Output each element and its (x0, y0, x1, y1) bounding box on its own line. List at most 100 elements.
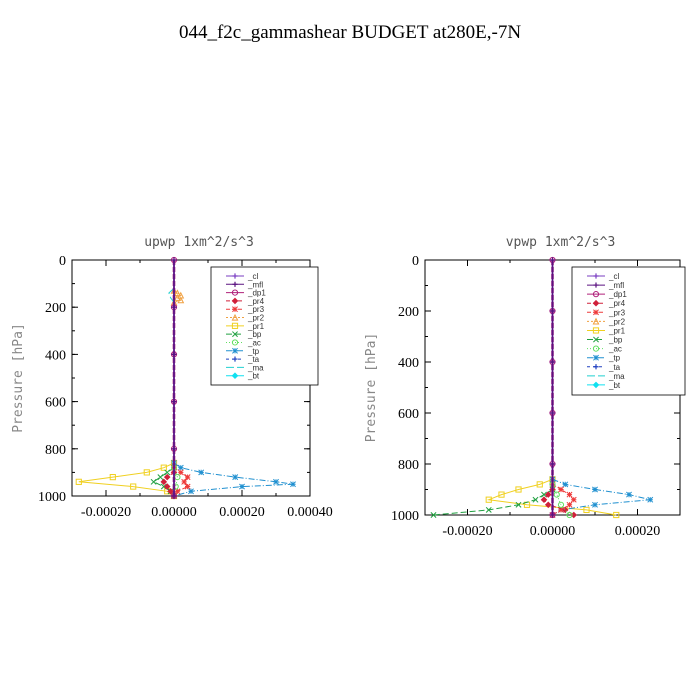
x-tick-label: -0.00020 (442, 524, 492, 539)
legend-marker (592, 317, 600, 325)
legend-marker (232, 306, 238, 313)
series-point-pr3 (174, 488, 181, 495)
series-line-bp (433, 489, 553, 516)
y-tick-label: 0 (412, 254, 419, 269)
legend-marker (593, 309, 599, 316)
legend-entry: _pr2 (608, 317, 626, 326)
series-point-mfl (549, 512, 556, 518)
series-point-pr1 (498, 491, 505, 498)
series-point-tp (198, 469, 205, 476)
series-point-pr2 (177, 296, 185, 304)
y-tick-label: 200 (398, 305, 419, 320)
legend-marker (592, 345, 600, 352)
series-point-mfl (549, 410, 556, 416)
legend-entry: _ma (608, 372, 625, 381)
legend-marker (231, 313, 239, 321)
series-point-bp (157, 474, 164, 481)
series-line-ma (168, 287, 175, 303)
series-point-pr3 (570, 496, 577, 503)
legend-entry: _ma (247, 363, 264, 372)
y-tick-label: 400 (398, 356, 419, 371)
legend-entry: _dp1 (247, 289, 266, 298)
series-point-bp (164, 469, 171, 476)
x-tick-label: 0.00040 (287, 505, 333, 520)
legend-marker (232, 331, 238, 338)
series-point-pr1 (583, 506, 590, 513)
series-point-bp (532, 496, 539, 503)
legend-marker (231, 297, 239, 305)
series-point-tp (232, 474, 239, 481)
series-point-ac (174, 474, 181, 481)
series-point-pr1 (130, 483, 137, 490)
series-point-pr4 (163, 483, 171, 490)
legend-marker (592, 299, 600, 307)
legend-entry: _pr4 (608, 299, 626, 308)
y-axis-label-1: Pressure [hPa] (11, 323, 26, 433)
series-point-ac (566, 511, 573, 519)
legend-entry: _bp (247, 330, 262, 339)
series-point-pr3 (184, 474, 191, 481)
y-tick-label: 0 (59, 254, 66, 269)
legend-marker (593, 364, 599, 370)
legend-entry: _ta (247, 355, 260, 364)
series-point-pr3 (558, 486, 564, 493)
series-point-pr4 (544, 501, 552, 509)
legend-marker (592, 291, 600, 298)
series-point-mfl (171, 446, 177, 452)
legend-entry: _ac (247, 338, 261, 347)
legend-marker (592, 327, 600, 334)
y-tick-label: 800 (45, 443, 66, 458)
series-point-pr4 (544, 491, 552, 498)
y-tick-label: 200 (45, 301, 66, 316)
legend-entry: _pr3 (608, 308, 626, 317)
series-point-mfl (549, 461, 556, 467)
series-point-pr1 (143, 469, 150, 476)
series-point-pr3 (184, 483, 191, 490)
series-point-pr1 (613, 511, 620, 519)
series-point-pr3 (181, 478, 188, 485)
legend-entry: _pr4 (247, 297, 265, 306)
legend-marker (592, 381, 600, 389)
y-tick-label: 1000 (38, 490, 66, 505)
plot-title-1: upwp 1xm^2/s^3 (144, 235, 254, 250)
y-tick-label: 600 (45, 396, 66, 411)
series-point-pr4 (561, 506, 569, 514)
series-point-bp (430, 512, 437, 518)
series-point-mfl (171, 304, 177, 310)
series-point-pr1 (109, 474, 116, 481)
series-point-tp (273, 478, 279, 485)
x-tick-label: 0.00020 (219, 505, 265, 520)
legend-marker (231, 339, 239, 346)
series-point-pr3 (558, 506, 564, 513)
x-tick-label: -0.00020 (81, 505, 131, 520)
legend-entry: _ac (608, 345, 622, 354)
legend-marker (232, 281, 238, 287)
legend-entry: _pr1 (247, 322, 265, 331)
series-point-pr3 (177, 469, 184, 476)
series-point-mfl (171, 351, 177, 357)
series-point-tp (562, 481, 569, 488)
legend-entry: _bp (608, 336, 623, 345)
page-title: 044_f2c_gammashear BUDGET at280E,-7N (178, 22, 522, 43)
y-tick-label: 1000 (391, 509, 419, 524)
series-point-pr1 (515, 486, 522, 493)
legend-entry: _pr1 (608, 326, 626, 335)
series-point-mfl (171, 493, 177, 499)
series-point-tp (290, 481, 296, 488)
series-point-bp (150, 478, 157, 485)
series-point-pr4 (163, 473, 171, 481)
legend-marker (593, 354, 599, 361)
y-axis-label-2: Pressure [hPa] (364, 333, 379, 443)
series-point-bp (160, 483, 167, 490)
legend-entry: _pr2 (247, 314, 265, 323)
legend-marker (232, 273, 238, 279)
x-tick-label: 0.00000 (530, 524, 576, 539)
legend-marker (593, 273, 599, 279)
series-point-ac (553, 491, 560, 498)
series-point-pr3 (566, 501, 573, 508)
legend-entry: _bt (608, 381, 621, 390)
legend-marker (232, 356, 238, 362)
legend-marker (593, 336, 599, 343)
series-point-tp (626, 491, 632, 498)
